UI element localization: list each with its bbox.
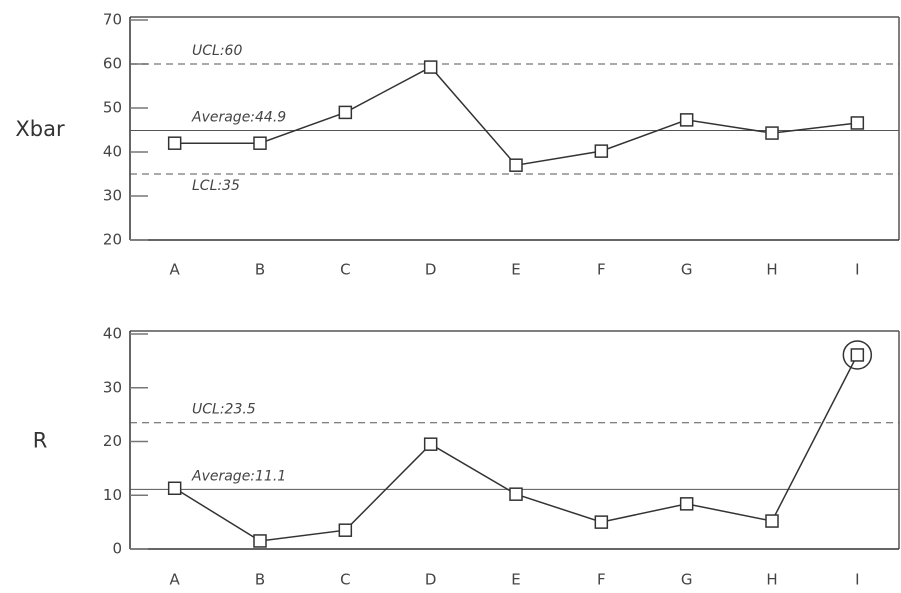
x-tick-label: E: [511, 261, 520, 279]
y-axis-label: Xbar: [15, 117, 65, 141]
point-marker: [850, 116, 865, 130]
x-tick-label: A: [170, 571, 181, 589]
x-tick-label: F: [597, 261, 606, 279]
point-marker: [509, 158, 523, 172]
x-tick-label: B: [255, 261, 265, 279]
y-tick-label: 40: [103, 143, 122, 161]
x-tick-label: D: [425, 261, 437, 279]
point-marker: [594, 144, 609, 158]
y-tick-label: 30: [103, 378, 122, 396]
x-tick-label: C: [340, 261, 350, 279]
point-marker: [253, 136, 267, 150]
point-marker: [423, 437, 438, 451]
x-tick-label: G: [681, 261, 693, 279]
y-tick-label: 20: [103, 231, 122, 249]
x-tick-label: G: [681, 571, 693, 589]
x-tick-label: D: [425, 571, 437, 589]
control-line-label: UCL:23.5: [192, 402, 256, 418]
y-tick-label: 60: [103, 55, 122, 73]
control-line-label: UCL:60: [192, 43, 242, 59]
y-tick-label: 70: [103, 11, 122, 29]
point-marker: [423, 60, 438, 74]
point-marker: [679, 113, 694, 127]
y-tick-label: 30: [103, 187, 122, 205]
series-line: [174, 354, 859, 542]
out-of-control-marker: [842, 340, 873, 370]
control-line-label: LCL:35: [192, 178, 240, 194]
x-tick-label: B: [255, 571, 265, 589]
y-axis-label: R: [33, 429, 48, 453]
y-tick-label: 10: [103, 486, 122, 504]
control-line-label: Average:11.1: [191, 468, 286, 484]
x-tick-label: A: [170, 261, 181, 279]
x-tick-label: H: [766, 261, 777, 279]
point-marker: [594, 515, 609, 529]
point-marker: [253, 534, 267, 548]
y-tick-label: 20: [103, 432, 122, 450]
point-marker: [338, 523, 353, 537]
point-marker: [509, 487, 523, 501]
point-marker: [765, 126, 779, 140]
y-tick-label: 40: [103, 325, 122, 343]
control-line-label: Average:44.9: [191, 109, 286, 125]
point-marker: [679, 497, 694, 511]
point-marker: [338, 105, 353, 120]
point-marker: [167, 136, 182, 150]
x-tick-label: F: [597, 571, 606, 589]
point-marker: [765, 514, 779, 528]
point-marker: [850, 348, 865, 362]
point-marker: [167, 481, 182, 496]
x-tick-label: H: [766, 571, 777, 589]
x-tick-label: E: [511, 571, 520, 589]
x-tick-label: C: [340, 571, 350, 589]
y-tick-label: 50: [103, 99, 122, 117]
y-tick-label: 0: [112, 540, 122, 558]
x-tick-label: I: [855, 261, 859, 279]
x-tick-label: I: [855, 571, 859, 589]
